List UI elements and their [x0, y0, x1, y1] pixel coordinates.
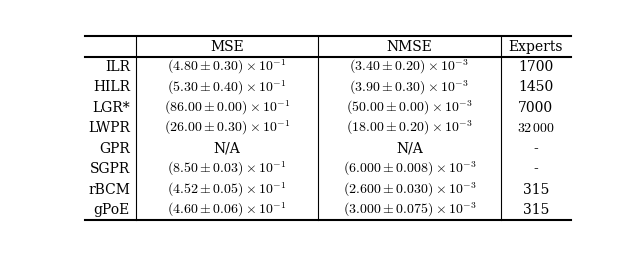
Text: -: -	[533, 142, 538, 156]
Text: $(3.90 \pm 0.30) \times 10^{-3}$: $(3.90 \pm 0.30) \times 10^{-3}$	[349, 78, 469, 97]
Text: $(26.00 \pm 0.30) \times 10^{-1}$: $(26.00 \pm 0.30) \times 10^{-1}$	[164, 119, 291, 137]
Text: 1700: 1700	[518, 60, 554, 74]
Text: LGR*: LGR*	[92, 101, 130, 115]
Text: -: -	[533, 162, 538, 176]
Text: 315: 315	[523, 183, 549, 197]
Text: LWPR: LWPR	[88, 121, 130, 135]
Text: SGPR: SGPR	[90, 162, 130, 176]
Text: 1450: 1450	[518, 81, 554, 94]
Text: $(3.40 \pm 0.20) \times 10^{-3}$: $(3.40 \pm 0.20) \times 10^{-3}$	[349, 58, 469, 76]
Text: $(8.50 \pm 0.03) \times 10^{-1}$: $(8.50 \pm 0.03) \times 10^{-1}$	[167, 160, 287, 178]
Text: $(3.000 \pm 0.075) \times 10^{-3}$: $(3.000 \pm 0.075) \times 10^{-3}$	[342, 201, 476, 219]
Text: N/A: N/A	[214, 142, 241, 156]
Text: MSE: MSE	[211, 40, 244, 54]
Text: NMSE: NMSE	[387, 40, 433, 54]
Text: $(4.52 \pm 0.05) \times 10^{-1}$: $(4.52 \pm 0.05) \times 10^{-1}$	[167, 180, 287, 199]
Text: $32\,000$: $32\,000$	[516, 121, 555, 135]
Text: $(2.600 \pm 0.030) \times 10^{-3}$: $(2.600 \pm 0.030) \times 10^{-3}$	[342, 180, 476, 199]
Text: $(18.00 \pm 0.20) \times 10^{-3}$: $(18.00 \pm 0.20) \times 10^{-3}$	[346, 119, 473, 137]
Text: $(6.000 \pm 0.008) \times 10^{-3}$: $(6.000 \pm 0.008) \times 10^{-3}$	[342, 160, 476, 178]
Text: $(5.30 \pm 0.40) \times 10^{-1}$: $(5.30 \pm 0.40) \times 10^{-1}$	[167, 78, 287, 97]
Text: GPR: GPR	[99, 142, 130, 156]
Text: $(86.00 \pm 0.00) \times 10^{-1}$: $(86.00 \pm 0.00) \times 10^{-1}$	[164, 99, 291, 117]
Text: ILR: ILR	[105, 60, 130, 74]
Text: Experts: Experts	[509, 40, 563, 54]
Text: gPoE: gPoE	[93, 203, 130, 217]
Text: 7000: 7000	[518, 101, 554, 115]
Text: $(50.00 \pm 0.00) \times 10^{-3}$: $(50.00 \pm 0.00) \times 10^{-3}$	[346, 99, 473, 117]
Text: rBCM: rBCM	[88, 183, 130, 197]
Text: N/A: N/A	[396, 142, 423, 156]
Text: 315: 315	[523, 203, 549, 217]
Text: $(4.60 \pm 0.06) \times 10^{-1}$: $(4.60 \pm 0.06) \times 10^{-1}$	[167, 201, 287, 219]
Text: $(4.80 \pm 0.30) \times 10^{-1}$: $(4.80 \pm 0.30) \times 10^{-1}$	[167, 58, 287, 76]
Text: HILR: HILR	[93, 81, 130, 94]
